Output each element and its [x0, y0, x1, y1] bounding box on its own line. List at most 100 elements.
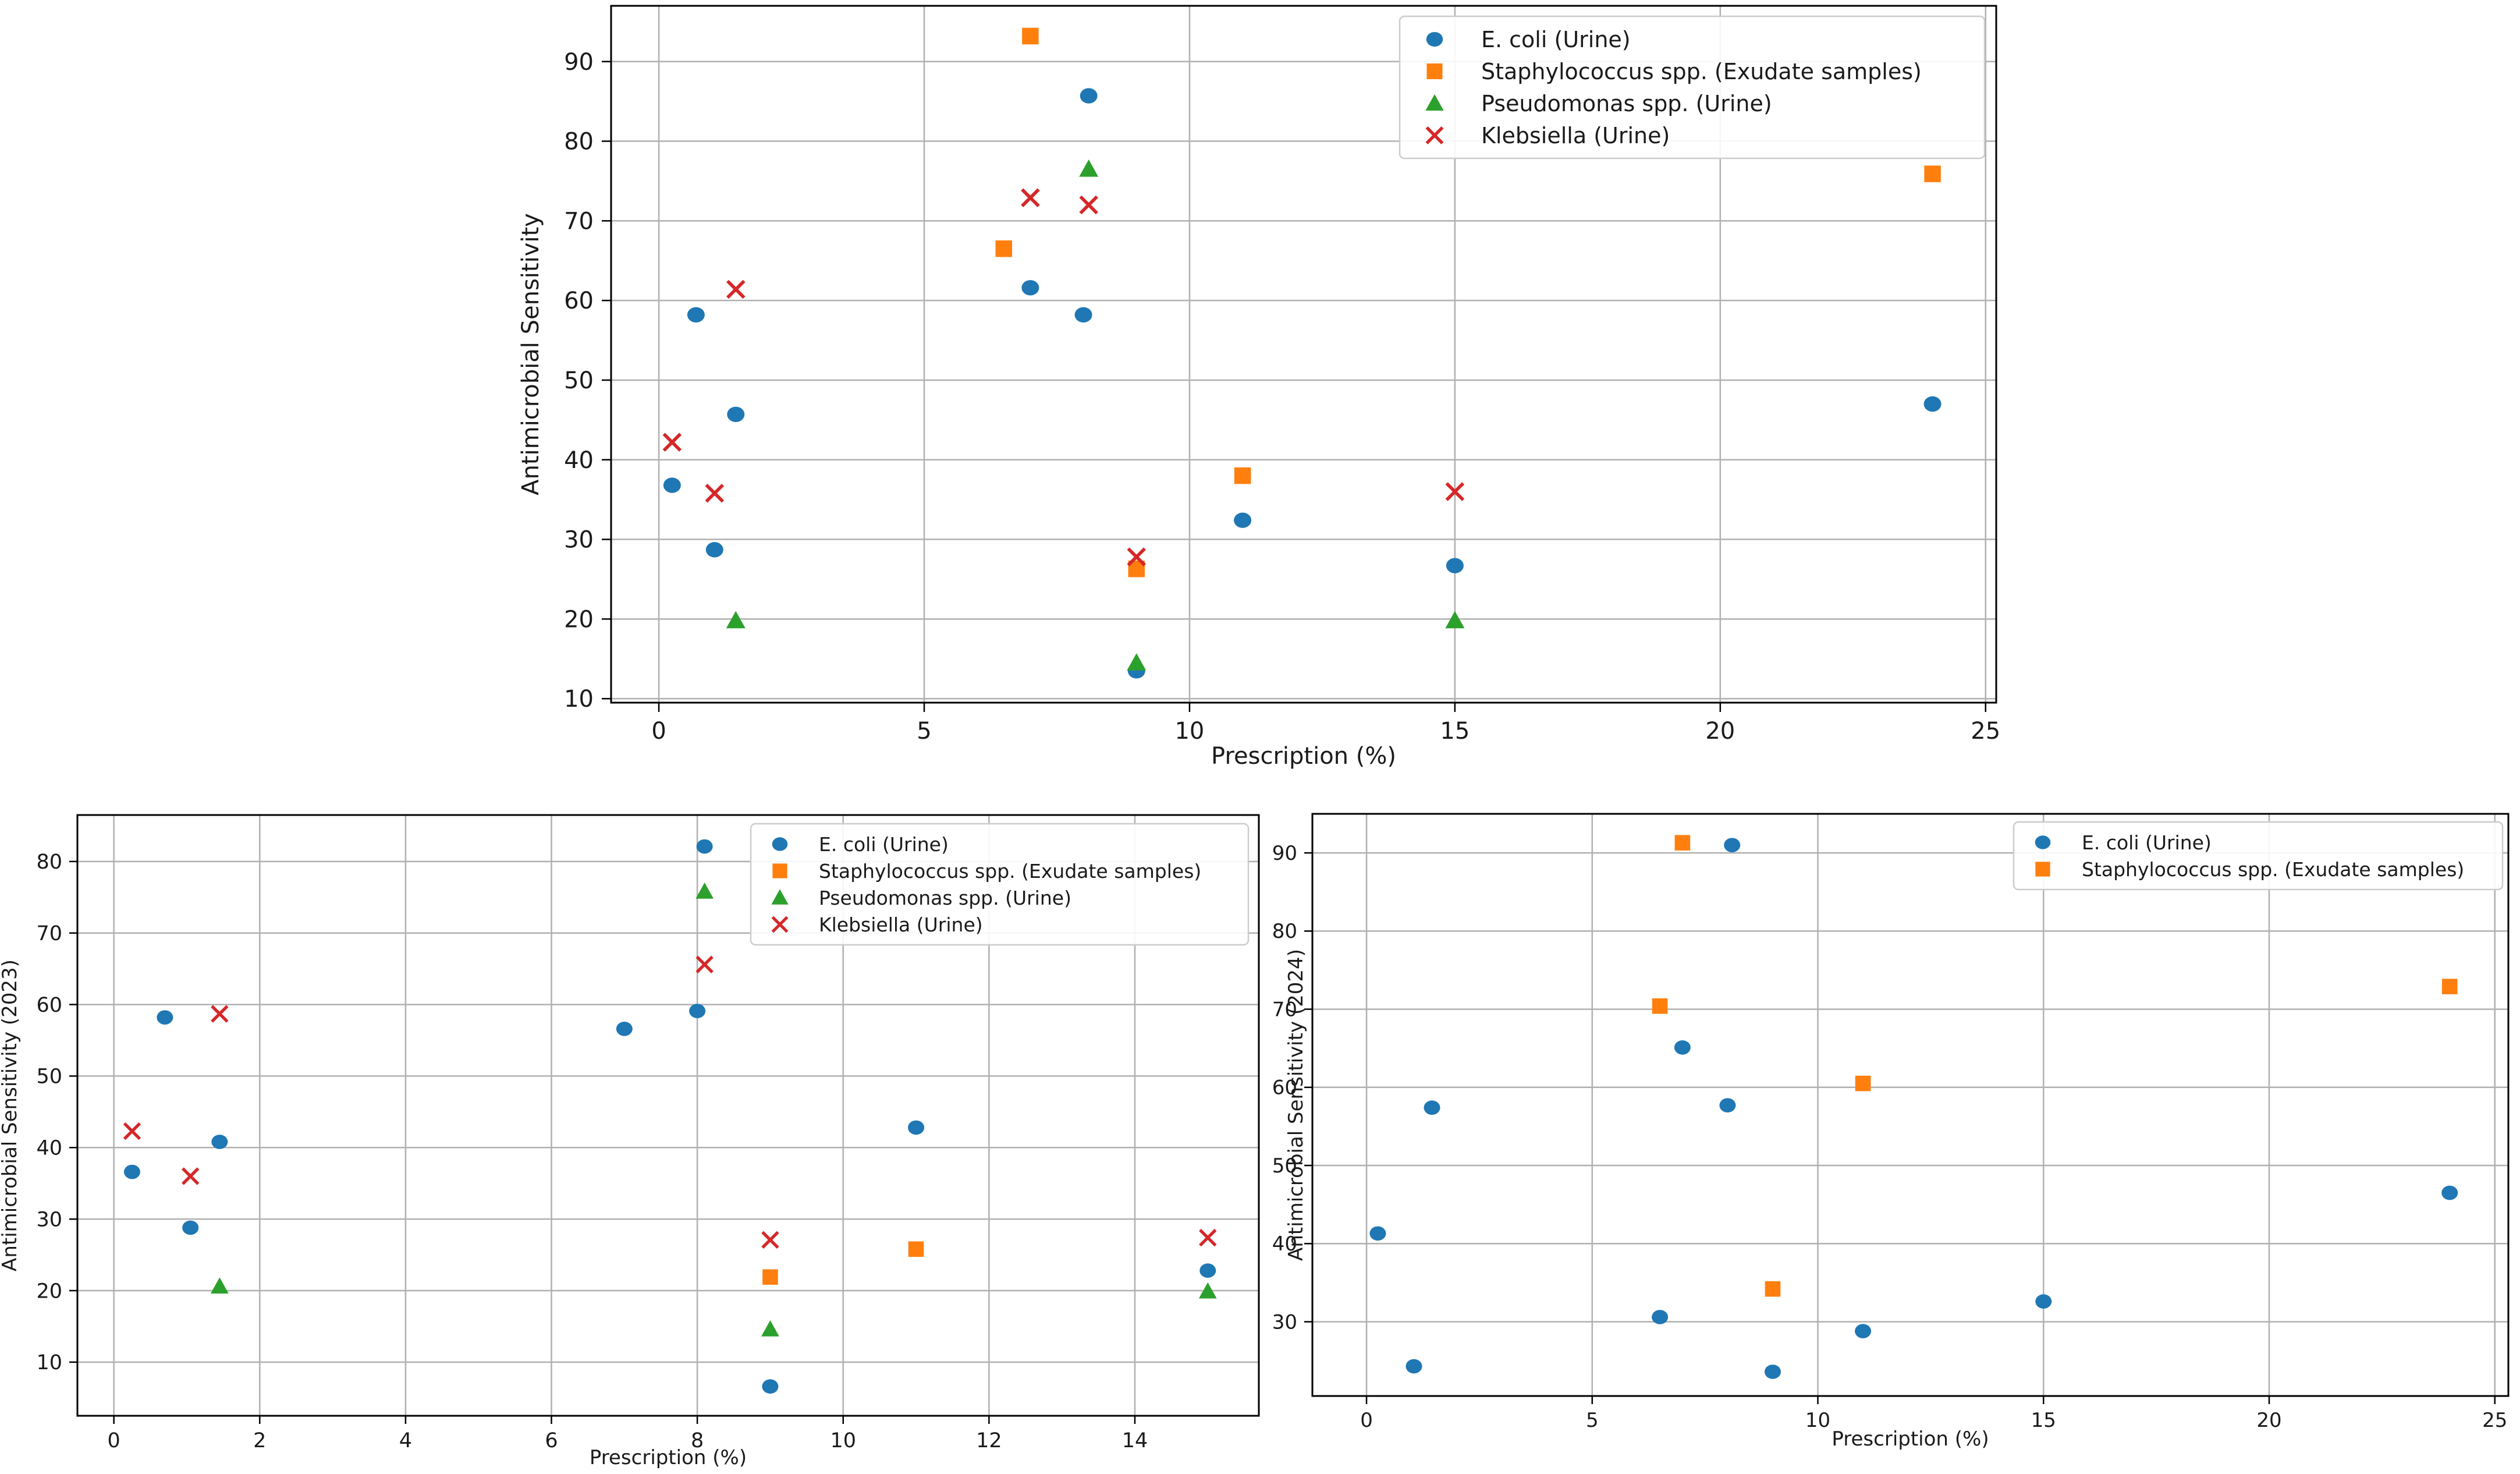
data-point: [1855, 1324, 1872, 1338]
data-point: [1199, 1228, 1217, 1247]
y-tick-label: 40: [564, 447, 594, 474]
y-tick-label: 20: [36, 1280, 62, 1303]
x-tick-label: 20: [1705, 718, 1735, 745]
x-tick-label: 5: [1586, 1409, 1599, 1432]
x-tick-label: 10: [1174, 718, 1204, 745]
plot-frame: [1311, 813, 2510, 1397]
data-point: [1719, 1098, 1736, 1112]
legend-label: E. coli (Urine): [819, 833, 949, 856]
data-point: [123, 1164, 140, 1179]
data-point: [662, 433, 682, 452]
data-point: [1234, 512, 1252, 528]
data-point: [1764, 1365, 1781, 1379]
legend-marker: [771, 916, 789, 933]
y-tick-label: 30: [1272, 1310, 1297, 1334]
data-point: [1080, 88, 1098, 104]
x-tick-label: 0: [1360, 1409, 1373, 1432]
legend-label: Staphylococcus spp. (Exudate samples): [2082, 858, 2464, 881]
x-tick-label: 4: [399, 1429, 412, 1452]
plot-frame: [610, 5, 1997, 704]
data-point: [695, 883, 714, 899]
series-triangle: [210, 883, 1217, 1337]
y-tick-label: 70: [564, 208, 594, 235]
data-point: [2441, 979, 2458, 994]
series-circle: [123, 839, 1216, 1394]
data-point: [1855, 1075, 1871, 1092]
data-point: [1022, 27, 1039, 45]
legend-marker: [2035, 862, 2050, 877]
y-axis-label: Antimicrobial Sensitivity (2023): [0, 959, 22, 1271]
y-tick-label: 80: [564, 129, 594, 155]
scatter-chart-1: 0 5 10 15 20 25 10 20 30 40 50 60 70 80 90 Prescription…: [517, 5, 2000, 770]
legend-label: E. coli (Urine): [2082, 831, 2212, 854]
y-tick-label: 60: [36, 994, 62, 1017]
data-point: [908, 1120, 925, 1135]
legend-box: [2013, 821, 2504, 891]
data-point: [663, 477, 681, 493]
x-tick-label: 14: [1122, 1429, 1148, 1452]
series-circle: [1369, 838, 2458, 1379]
y-tick-label: 90: [564, 49, 594, 76]
data-point: [1234, 467, 1251, 484]
x-tick-label: 25: [2482, 1409, 2507, 1432]
legend: E. coli (Urine) Staphylococcus spp. (Exud…: [1399, 15, 1986, 160]
data-point: [726, 279, 746, 299]
data-point: [1127, 547, 1147, 566]
x-tick-label: 0: [651, 718, 666, 745]
data-point: [616, 1022, 633, 1036]
legend-marker: [1426, 31, 1443, 47]
y-tick-label: 80: [36, 851, 62, 874]
legend-box: [1399, 15, 1986, 160]
y-tick-label: 40: [1272, 1232, 1297, 1256]
y-tick-label: 60: [564, 288, 594, 314]
y-tick-label: 80: [1272, 920, 1297, 943]
x-tick-label: 6: [545, 1429, 558, 1452]
x-tick-label: 0: [108, 1429, 120, 1452]
data-point: [211, 1005, 229, 1023]
data-point: [1127, 653, 1147, 671]
y-tick-label: 90: [1272, 842, 1297, 865]
x-tick-label: 20: [2256, 1409, 2281, 1432]
data-point: [1674, 1040, 1691, 1055]
data-point: [908, 1241, 924, 1257]
data-point: [726, 611, 746, 629]
y-tick-label: 20: [564, 606, 594, 633]
y-tick-label: 50: [36, 1065, 62, 1089]
legend-box: [750, 823, 1250, 946]
data-point: [210, 1277, 229, 1294]
x-tick-label: 8: [691, 1429, 704, 1452]
y-tick-label: 10: [36, 1351, 62, 1374]
legend-marker: [1425, 94, 1444, 111]
data-point: [1674, 835, 1691, 851]
data-point: [995, 240, 1013, 257]
legend-marker: [2035, 835, 2051, 849]
data-point: [2441, 1185, 2458, 1200]
x-axis-label: Prescription (%): [1211, 743, 1396, 770]
scatter-chart-2: 0 2 4 6 8 10 12 14 10 20 30 40 50 60 70 80 Prescription …: [0, 814, 1260, 1469]
legend: E. coli (Urine) Staphylococcus spp. (Exud…: [2013, 821, 2504, 891]
data-point: [1923, 396, 1942, 412]
data-point: [1652, 998, 1668, 1014]
y-axis-label: Antimicrobial Sensitivity (2024): [1284, 949, 1308, 1261]
x-axis-label: Prescription (%): [1832, 1427, 1989, 1451]
y-tick-label: 30: [564, 527, 594, 554]
data-point: [1199, 1263, 1216, 1278]
y-tick-label: 10: [564, 686, 594, 713]
x-tick-label: 10: [1805, 1409, 1830, 1432]
data-point: [1079, 195, 1098, 215]
data-point: [1405, 1359, 1422, 1374]
series-x: [662, 188, 1465, 566]
data-point: [1924, 165, 1941, 182]
data-point: [1021, 280, 1039, 296]
data-point: [1446, 558, 1464, 573]
legend-label: Pseudomonas spp. (Urine): [1481, 91, 1772, 116]
data-point: [1724, 838, 1741, 853]
series-circle: [663, 88, 1942, 679]
data-point: [696, 839, 713, 854]
series-square: [1652, 835, 2458, 1297]
y-tick-label: 70: [36, 922, 62, 945]
legend-label: Staphylococcus spp. (Exudate samples): [1481, 59, 1922, 84]
legend-marker: [771, 889, 789, 905]
data-point: [762, 1379, 779, 1394]
data-point: [727, 406, 745, 422]
